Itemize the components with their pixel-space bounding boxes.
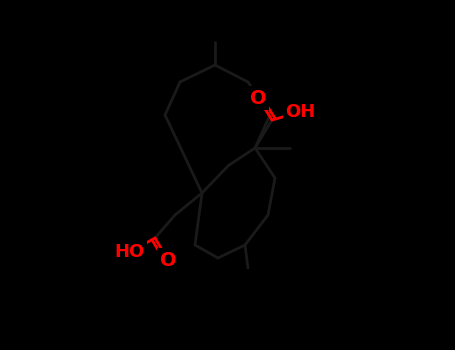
Text: HO: HO	[115, 243, 145, 261]
Text: O: O	[160, 251, 177, 270]
Text: OH: OH	[285, 103, 315, 121]
Text: O: O	[250, 89, 266, 107]
